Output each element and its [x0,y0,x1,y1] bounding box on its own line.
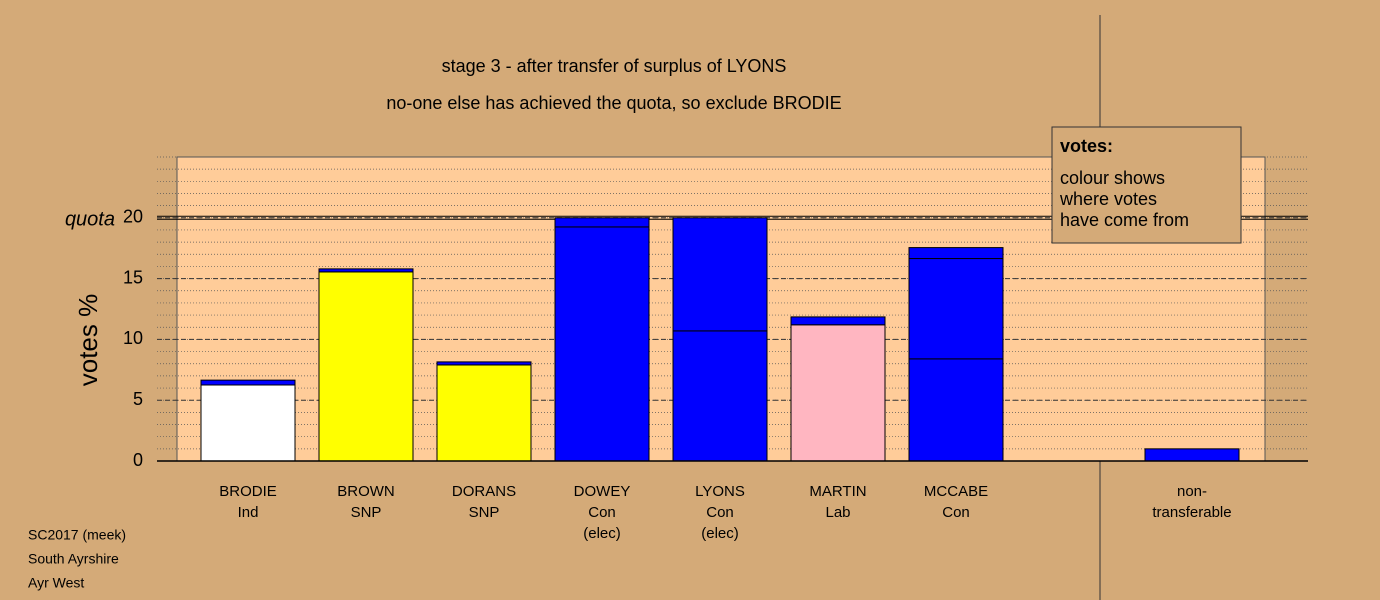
bar-segment [318,268,414,273]
bar-segment [672,330,768,462]
y-tick-label: 5 [133,389,143,409]
bar-segment [554,226,650,462]
bar-segment [908,358,1004,462]
x-tick-label: SNP [469,504,500,521]
x-tick-label: Con [942,504,970,521]
x-tick-label: BROWN [337,483,395,500]
legend-title: votes: [1060,136,1113,156]
bar-segment [554,217,650,228]
bar-segment [200,384,296,462]
y-axis-label: votes % [73,294,103,387]
footer-text: SC2017 (meek) [28,527,126,543]
x-tick-label: Lab [825,504,850,521]
footer-text: South Ayrshire [28,551,119,567]
bar-segment [908,258,1004,360]
chart-title: stage 3 - after transfer of surplus of L… [442,56,787,76]
legend-text: have come from [1060,210,1189,230]
bar-segment [1144,448,1240,462]
x-tick-label: Ind [238,504,259,521]
bar-segment [200,379,296,386]
x-tick-label: MCCABE [924,483,988,500]
bar-segment [908,247,1004,260]
x-tick-label: (elec) [583,525,621,542]
x-tick-label: SNP [351,504,382,521]
x-tick-label: BRODIE [219,483,277,500]
x-tick-label: non- [1177,483,1207,500]
footer-text: Ayr West [28,575,84,591]
chart-subtitle: no-one else has achieved the quota, so e… [386,93,841,113]
bar-segment [790,324,886,462]
x-tick-label: LYONS [695,483,745,500]
bar-segment [790,316,886,326]
x-tick-label: Con [706,504,734,521]
legend-text: colour shows [1060,168,1165,188]
quota-label: quota [65,208,115,230]
x-tick-label: DORANS [452,483,516,500]
y-tick-label: 10 [123,328,143,348]
bar-segment [672,217,768,332]
y-tick-label: 15 [123,267,143,287]
y-tick-label: 20 [123,207,143,227]
x-tick-label: transferable [1152,504,1231,521]
x-tick-label: Con [588,504,616,521]
legend-text: where votes [1059,189,1157,209]
bar-segment [318,271,414,462]
x-tick-label: DOWEY [574,483,631,500]
x-tick-label: MARTIN [809,483,866,500]
legend-box [1051,126,1242,244]
x-tick-label: (elec) [701,525,739,542]
y-tick-label: 0 [133,450,143,470]
bar-segment [436,361,532,366]
bar-segment [436,364,532,462]
